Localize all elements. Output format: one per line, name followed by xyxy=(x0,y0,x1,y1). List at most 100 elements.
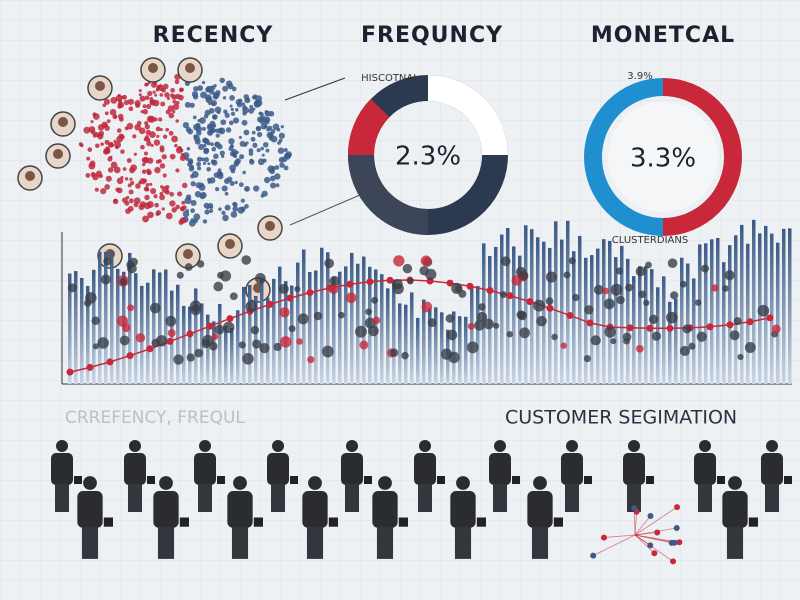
scatter-dot xyxy=(202,161,207,166)
scatter-dot xyxy=(234,180,238,185)
scatter-dot xyxy=(206,141,211,146)
gray-dot xyxy=(401,351,409,360)
scatter-dot xyxy=(204,209,210,215)
scatter-dot xyxy=(159,93,164,97)
scatter-dot xyxy=(260,115,266,121)
bar xyxy=(548,247,552,384)
gray-dot xyxy=(440,348,453,360)
scatter-dot xyxy=(190,208,196,214)
gray-dot xyxy=(583,355,591,363)
scatter-dot xyxy=(165,127,170,132)
scatter-dot xyxy=(124,200,130,206)
scatter-dot xyxy=(221,185,228,192)
scatter-dot xyxy=(228,146,234,152)
network-node xyxy=(673,525,680,532)
bar xyxy=(674,298,678,384)
scatter-dot xyxy=(180,206,185,211)
scatter-dot xyxy=(141,169,147,174)
scatter-dot xyxy=(280,125,284,129)
scatter-dot xyxy=(174,79,180,85)
scatter-dot xyxy=(230,168,236,174)
scatter-dot xyxy=(249,159,255,165)
scatter-dot xyxy=(143,136,149,142)
scatter-dot xyxy=(151,82,157,88)
donut-segment xyxy=(348,154,429,235)
scatter-dot xyxy=(175,119,179,123)
scatter-dot xyxy=(208,102,212,106)
scatter-dot xyxy=(222,85,229,92)
network-node xyxy=(631,505,638,512)
scatter-dot xyxy=(185,209,189,213)
bar xyxy=(614,257,618,384)
bar xyxy=(128,252,132,384)
scatter-dot xyxy=(217,127,223,133)
scatter-dot xyxy=(172,110,176,114)
scatter-dot xyxy=(117,105,122,109)
briefcase xyxy=(553,517,563,527)
scatter-dot xyxy=(129,177,133,181)
bar xyxy=(392,279,396,384)
bar xyxy=(458,316,462,384)
scatter-dot xyxy=(253,100,261,108)
gray-dot xyxy=(651,331,662,341)
scatter-dot xyxy=(116,135,124,143)
gray-dot xyxy=(338,311,345,319)
cluster-label: CLUSTERDIANS xyxy=(612,235,688,246)
briefcase xyxy=(646,476,654,484)
scatter-dot xyxy=(215,133,220,138)
bar xyxy=(296,262,300,384)
bar xyxy=(566,220,570,384)
bar xyxy=(98,251,102,384)
person-body xyxy=(372,491,398,528)
scatter-dot xyxy=(88,126,96,133)
scatter-dot xyxy=(241,102,245,106)
briefcase xyxy=(179,517,189,527)
bar xyxy=(68,273,72,384)
footer-title: CUSTOMER SEGIMATION xyxy=(505,407,737,429)
gray-dot xyxy=(610,338,617,345)
gray-dot xyxy=(372,316,381,325)
left-donut: HISCOTNAL 2.3% xyxy=(347,73,508,235)
person-legs xyxy=(765,484,779,512)
person-head xyxy=(766,440,778,452)
scatter-dot xyxy=(253,185,260,192)
gray-dot xyxy=(615,267,623,275)
scatter-dot xyxy=(122,94,127,100)
briefcase xyxy=(717,476,725,484)
scatter-dot xyxy=(225,80,233,87)
scatter-dot xyxy=(222,214,229,222)
scatter-dot xyxy=(185,157,189,161)
section-title: MONETCAL xyxy=(591,23,735,48)
scatter-dot xyxy=(169,153,176,160)
gray-dot xyxy=(250,325,260,335)
gray-dot xyxy=(533,299,546,312)
gray-dot xyxy=(173,354,184,365)
bar xyxy=(668,301,672,384)
scatter-dot xyxy=(150,187,157,195)
scatter-dot xyxy=(154,202,159,208)
scatter-dot xyxy=(218,207,222,211)
scatter-dot xyxy=(230,107,234,112)
scatter-dot xyxy=(128,106,134,112)
scatter-dot xyxy=(209,177,216,184)
gray-dot xyxy=(355,325,367,338)
gray-dot xyxy=(722,285,729,292)
scatter-dot xyxy=(113,166,121,174)
bar xyxy=(626,258,630,384)
scatter-dot xyxy=(204,109,211,116)
scatter-dot xyxy=(168,130,174,136)
bar xyxy=(224,325,228,384)
gray-dot xyxy=(219,270,232,282)
scatter-dot xyxy=(189,102,195,108)
gray-dot xyxy=(694,299,702,306)
bar xyxy=(206,314,210,384)
scatter-dot xyxy=(186,146,191,151)
bar xyxy=(386,288,390,384)
scatter-dot xyxy=(231,86,237,92)
bar xyxy=(782,228,786,384)
person-body xyxy=(153,491,179,528)
scatter-dot xyxy=(171,94,177,100)
person-head xyxy=(83,476,97,490)
bar xyxy=(332,276,336,384)
gray-dot xyxy=(737,353,744,361)
